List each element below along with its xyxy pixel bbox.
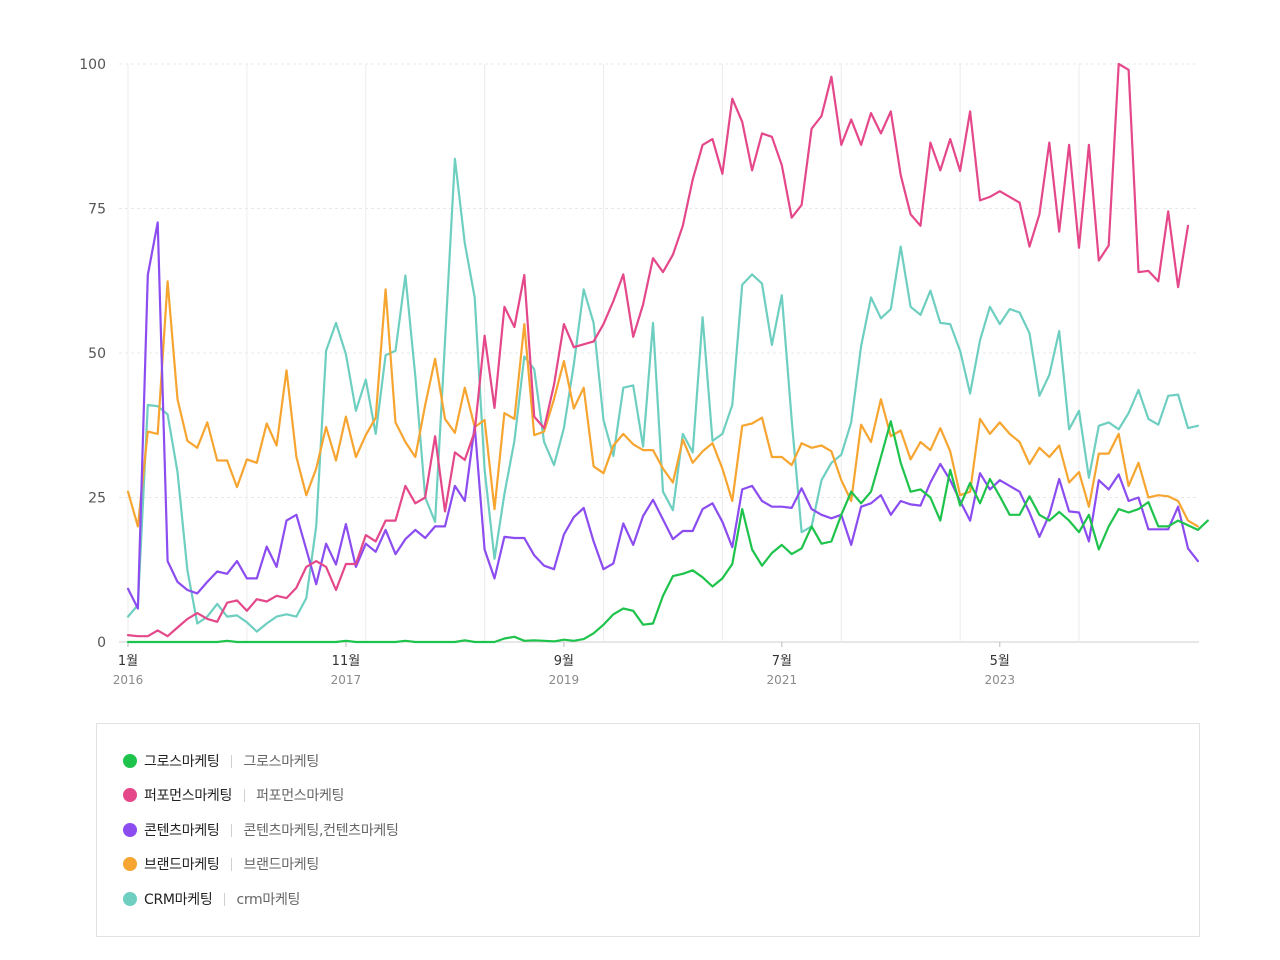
series-line-growth bbox=[126, 420, 1209, 644]
y-tick-label: 50 bbox=[88, 346, 106, 362]
legend-series-name: 브랜드마케팅 bbox=[144, 857, 220, 873]
y-axis-ticks: 0 25 50 75 100 bbox=[79, 57, 106, 651]
legend-series-keywords: 퍼포먼스마케팅 bbox=[256, 788, 345, 804]
x-tick-month: 1월 bbox=[118, 654, 138, 669]
legend-series-keywords: 콘텐츠마케팅,컨텐츠마케팅 bbox=[243, 823, 399, 839]
legend-series-name: 그로스마케팅 bbox=[144, 754, 220, 770]
x-tick-year: 2017 bbox=[331, 673, 362, 687]
y-tick-label: 100 bbox=[79, 57, 106, 73]
brand-marker-icon bbox=[123, 857, 137, 871]
content-marker-icon bbox=[123, 823, 137, 837]
x-tick-year: 2016 bbox=[113, 673, 144, 687]
x-tick-year: 2021 bbox=[767, 673, 798, 687]
legend-divider bbox=[231, 823, 233, 837]
legend-divider bbox=[231, 754, 233, 768]
legend-item-growth[interactable]: 그로스마케팅 그로스마케팅 bbox=[123, 750, 319, 772]
legend-series-keywords: crm마케팅 bbox=[236, 892, 301, 908]
series-lines bbox=[126, 62, 1209, 644]
y-tick-label: 0 bbox=[97, 635, 106, 651]
series-line-performance bbox=[126, 62, 1190, 638]
legend-divider bbox=[224, 892, 226, 906]
x-tick-month: 11월 bbox=[332, 654, 361, 669]
x-tick-month: 9월 bbox=[554, 654, 574, 669]
line-chart: 0 25 50 75 100 1월 2016 11월 2017 9월 2019 7월 2021 5월 20… bbox=[79, 57, 1209, 687]
legend-item-performance[interactable]: 퍼포먼스마케팅 퍼포먼스마케팅 bbox=[123, 784, 344, 806]
series-line-crm bbox=[126, 157, 1199, 633]
growth-marker-icon bbox=[123, 754, 137, 768]
legend-item-crm[interactable]: CRM마케팅 crm마케팅 bbox=[123, 888, 300, 910]
legend-series-name: 퍼포먼스마케팅 bbox=[144, 788, 233, 804]
legend-item-content[interactable]: 콘텐츠마케팅 콘텐츠마케팅,컨텐츠마케팅 bbox=[123, 819, 399, 841]
legend-series-keywords: 브랜드마케팅 bbox=[243, 857, 319, 873]
legend-item-brand[interactable]: 브랜드마케팅 브랜드마케팅 bbox=[123, 853, 319, 875]
x-axis-ticks: 1월 2016 11월 2017 9월 2019 7월 2021 5월 2023 bbox=[113, 642, 1015, 687]
legend-divider bbox=[244, 788, 246, 802]
grid-lines bbox=[119, 63, 1199, 643]
series-line-content bbox=[126, 221, 1199, 610]
legend-series-keywords: 그로스마케팅 bbox=[243, 754, 319, 770]
y-tick-label: 75 bbox=[88, 202, 106, 218]
legend-divider bbox=[231, 857, 233, 871]
x-tick-month: 7월 bbox=[772, 654, 792, 669]
y-tick-label: 25 bbox=[88, 491, 106, 507]
crm-marker-icon bbox=[123, 892, 137, 906]
legend-series-name: CRM마케팅 bbox=[144, 892, 213, 908]
legend-series-name: 콘텐츠마케팅 bbox=[144, 823, 220, 839]
legend: 그로스마케팅 그로스마케팅 퍼포먼스마케팅 퍼포먼스마케팅 콘텐츠마케팅 콘텐츠… bbox=[96, 723, 1200, 937]
series-line-brand bbox=[126, 280, 1199, 528]
x-tick-year: 2019 bbox=[549, 673, 580, 687]
x-tick-year: 2023 bbox=[985, 673, 1016, 687]
x-tick-month: 5월 bbox=[990, 654, 1010, 669]
performance-marker-icon bbox=[123, 788, 137, 802]
